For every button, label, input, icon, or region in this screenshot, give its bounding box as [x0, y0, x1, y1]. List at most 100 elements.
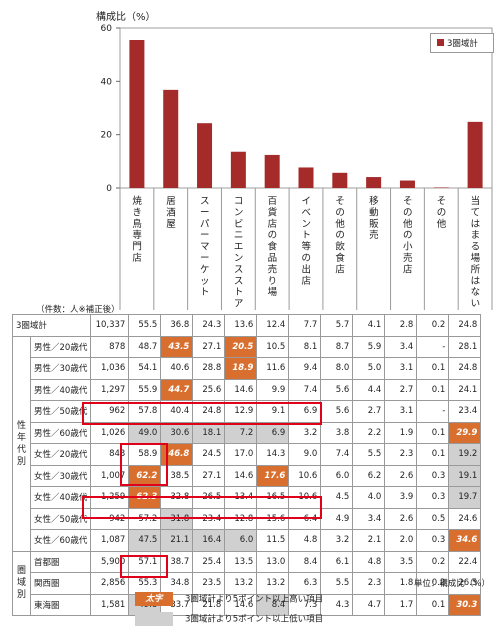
value-cell: 9.9 — [256, 378, 290, 401]
value-cell: 24.3 — [192, 314, 226, 337]
value-cell: 8.4 — [256, 593, 290, 616]
count-cell: 5,900 — [90, 550, 130, 573]
bar-10 — [433, 187, 449, 188]
row-label: 男性／60歳代 — [29, 421, 92, 444]
bar-1 — [129, 40, 145, 188]
value-cell: 18.1 — [192, 421, 226, 444]
value-cell: 26.5 — [192, 486, 226, 509]
value-cell: 34.6 — [448, 529, 482, 552]
value-cell: 13.6 — [224, 314, 258, 337]
value-cell: 24.1 — [448, 378, 482, 401]
note-high-key: 太字 — [135, 592, 173, 606]
value-cell: 5.6 — [320, 378, 354, 401]
value-cell: 7.4 — [320, 443, 354, 466]
value-cell: 4.4 — [352, 378, 386, 401]
group-label: 性年代別 — [12, 335, 31, 552]
value-cell: 4.3 — [320, 593, 354, 616]
bar-3 — [197, 123, 213, 188]
category-label-6: イベント等の出店 — [302, 196, 312, 287]
category-label-8: 移動販売 — [369, 195, 379, 241]
value-cell: 40.4 — [160, 400, 194, 423]
value-cell: 17.6 — [256, 464, 290, 487]
value-cell: 1.8 — [384, 572, 418, 595]
value-cell: 2.2 — [352, 421, 386, 444]
row-label: 女性／30歳代 — [29, 464, 92, 487]
value-cell: 5.9 — [352, 335, 386, 358]
data-table: 3圏域計 10,337 55.5 36.8 24.3 13.6 12.4 7.7 5.7 4.1 2… — [11, 314, 482, 616]
value-cell: 40.6 — [160, 357, 194, 380]
row-label: 3圏域計 — [11, 314, 92, 337]
value-cell: 1.7 — [384, 593, 418, 616]
bar-5 — [264, 154, 280, 188]
value-cell: 6.3 — [288, 572, 322, 595]
value-cell: - — [416, 335, 450, 358]
value-cell: 36.8 — [160, 314, 194, 337]
table-row: 女性／50歳代 942 57.2 31.8 23.4 12.8 15.6 6.4 4.9 3.4 2… — [13, 507, 482, 530]
bar-11 — [467, 121, 483, 188]
count-cell: 962 — [90, 400, 130, 423]
value-cell: 57.2 — [128, 507, 162, 530]
y-tick-label: 20 — [101, 131, 113, 141]
value-cell: 13.5 — [224, 550, 258, 573]
value-cell: 54.1 — [128, 357, 162, 380]
value-cell: 8.7 — [320, 335, 354, 358]
value-cell: 18.9 — [224, 357, 258, 380]
table-row: 女性／40歳代 1,259 62.3 32.8 26.5 13.4 16.5 10.6 4.5 4… — [13, 486, 482, 509]
value-cell: 55.9 — [128, 378, 162, 401]
table-row: 男性／40歳代 1,297 55.9 44.7 25.6 14.6 9.9 7.4 5.6 4.4… — [13, 378, 482, 401]
value-cell: 19.7 — [448, 486, 482, 509]
value-cell: 14.6 — [224, 378, 258, 401]
note-high: 太字 3圏域計より5ポイント以上高い項目 — [135, 592, 323, 606]
value-cell: 4.8 — [352, 550, 386, 573]
value-cell: 5.6 — [320, 400, 354, 423]
value-cell: 8.4 — [288, 550, 322, 573]
value-cell: 0.3 — [416, 464, 450, 487]
value-cell: 13.2 — [224, 572, 258, 595]
value-cell: 0.1 — [416, 593, 450, 616]
value-cell: 1.9 — [384, 421, 418, 444]
count-cell: 1,297 — [90, 378, 130, 401]
value-cell: 47.5 — [128, 529, 162, 552]
value-cell: 28.8 — [192, 357, 226, 380]
value-cell: 11.5 — [256, 529, 290, 552]
note-low: 3圏域計より5ポイント以上低い項目 — [135, 612, 323, 626]
row-label: 男性／20歳代 — [29, 335, 92, 358]
value-cell: 0.1 — [416, 357, 450, 380]
category-label-9: その他の小売店 — [403, 196, 413, 275]
value-cell: 19.1 — [448, 464, 482, 487]
value-cell: 0.3 — [416, 486, 450, 509]
value-cell: 38.5 — [160, 464, 194, 487]
value-cell: 17.0 — [224, 443, 258, 466]
row-label: 男性／30歳代 — [29, 357, 92, 380]
value-cell: 13.4 — [224, 486, 258, 509]
count-cell: 942 — [90, 507, 130, 530]
row-label: 女性／60歳代 — [29, 529, 92, 552]
value-cell: 20.5 — [224, 335, 258, 358]
value-cell: 0.3 — [416, 529, 450, 552]
value-cell: 62.2 — [128, 464, 162, 487]
value-cell: 16.5 — [256, 486, 290, 509]
value-cell: 0.5 — [416, 507, 450, 530]
value-cell: 6.0 — [224, 529, 258, 552]
value-cell: 49.0 — [128, 421, 162, 444]
value-cell: 2.6 — [384, 507, 418, 530]
value-cell: 12.4 — [256, 314, 290, 337]
legend: 3圏域計 — [430, 33, 494, 53]
value-cell: 3.1 — [384, 357, 418, 380]
value-cell: 6.0 — [320, 464, 354, 487]
value-cell: 29.9 — [448, 421, 482, 444]
category-label-4: コンビニエンスストア — [234, 196, 244, 310]
value-cell: 14.6 — [224, 464, 258, 487]
value-cell: 57.1 — [128, 550, 162, 573]
count-cell: 1,036 — [90, 357, 130, 380]
value-cell: 32.8 — [160, 486, 194, 509]
value-cell: 2.3 — [384, 443, 418, 466]
bar-8 — [366, 177, 382, 188]
count-cell: 10,337 — [90, 314, 130, 337]
value-cell: 5.5 — [352, 443, 386, 466]
note-high-text: 3圏域計より5ポイント以上高い項目 — [185, 594, 324, 605]
legend-swatch — [437, 39, 444, 46]
value-cell: 10.5 — [256, 335, 290, 358]
row-label: 女性／20歳代 — [29, 443, 92, 466]
count-cell: 2,856 — [90, 572, 130, 595]
